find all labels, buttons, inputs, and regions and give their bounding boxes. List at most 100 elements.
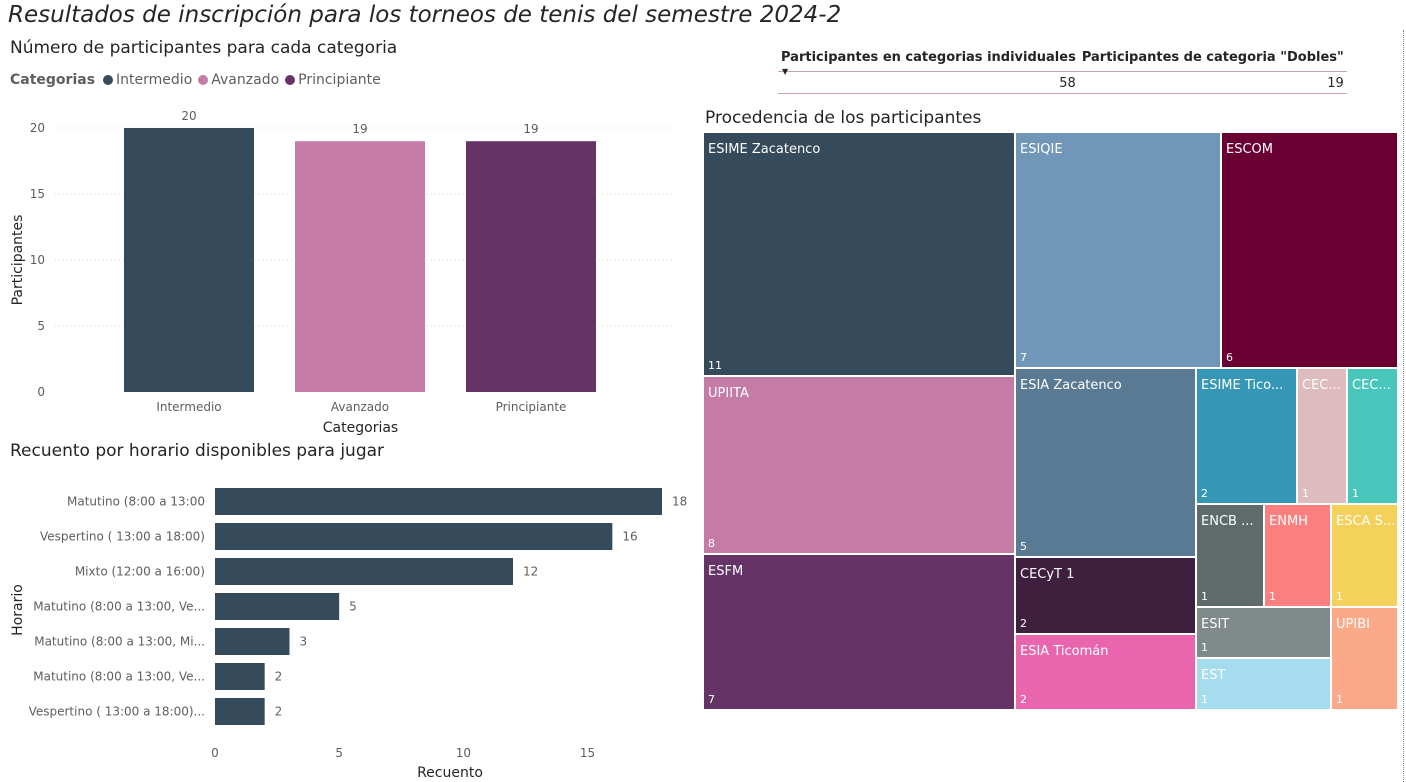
kpi-table: Participantes en categorias individuales… xyxy=(778,50,1347,94)
bar xyxy=(124,128,254,392)
treemap-tile xyxy=(1195,503,1265,608)
y-tick-label: Matutino (8:00 a 13:00, Ve... xyxy=(33,600,205,614)
y-tick-label: Vespertino ( 13:00 a 18:00)... xyxy=(29,705,205,719)
legend-label: Intermedio xyxy=(116,72,193,88)
treemap-tile-value: 7 xyxy=(1020,351,1027,364)
treemap-tile-value: 8 xyxy=(708,537,715,550)
kpi-value-individuales: 58 xyxy=(778,71,1079,94)
treemap-tile-value: 1 xyxy=(1336,590,1343,603)
treemap-tile xyxy=(703,132,1016,377)
treemap-tile-label: ESIQIE xyxy=(1020,142,1063,157)
x-tick-label: 15 xyxy=(580,746,595,760)
legend-title: Categorias xyxy=(10,72,96,88)
data-label: 19 xyxy=(352,122,367,136)
legend-item-intermedio[interactable]: Intermedio xyxy=(103,72,192,88)
treemap-tile xyxy=(703,553,1016,711)
x-axis-title: Categorias xyxy=(323,420,398,436)
x-tick-label: 10 xyxy=(456,746,471,760)
page-border xyxy=(1403,30,1404,782)
treemap-tile xyxy=(1220,132,1399,369)
x-tick-label: 5 xyxy=(335,746,343,760)
treemap-tile-value: 1 xyxy=(1352,487,1359,500)
data-label: 18 xyxy=(672,495,687,509)
treemap-tile-value: 6 xyxy=(1226,351,1233,364)
treemap-tile-value: 5 xyxy=(1020,540,1027,553)
x-tick-label: 0 xyxy=(211,746,219,760)
x-axis-title: Recuento xyxy=(417,765,483,781)
bar xyxy=(215,488,662,515)
treemap-tile-value: 1 xyxy=(1302,487,1309,500)
treemap-tile-value: 2 xyxy=(1201,487,1208,500)
treemap-tile-value: 1 xyxy=(1201,590,1208,603)
legend-label: Principiante xyxy=(298,72,381,88)
legend-item-principiante[interactable]: Principiante xyxy=(285,72,381,88)
treemap-tile-label: ESCA S... xyxy=(1336,514,1395,529)
legend-dot-icon xyxy=(198,75,209,85)
origin-treemap: ESIME Zacatenco11ESIQIE7ESCOM6UPIITA8ESI… xyxy=(703,132,1399,711)
y-tick-label: 20 xyxy=(30,121,45,135)
treemap-tile-label: UPIBI xyxy=(1336,617,1370,632)
data-label: 16 xyxy=(622,530,637,544)
y-tick-label: 15 xyxy=(30,187,45,201)
schedule-bar-chart: 18 Matutino (8:00 a 13:00 16 Vespertino ( 1… xyxy=(10,488,687,781)
treemap-tile-label: ESCOM xyxy=(1226,142,1273,157)
treemap-tile-label: ESIA Zacatenco xyxy=(1020,378,1122,393)
category-bar-chart: 0 5 10 15 20 20 Intermedio 19 Avanzado 19 Principi… xyxy=(10,109,672,436)
category-legend: Categorias Intermedio Avanzado Principia… xyxy=(10,72,387,88)
kpi-header-dobles[interactable]: Participantes de categoria "Dobles" xyxy=(1078,50,1347,72)
bar xyxy=(466,141,596,392)
bar xyxy=(215,558,513,585)
treemap-tile-value: 11 xyxy=(708,359,722,372)
data-label: 12 xyxy=(523,565,538,579)
y-axis-title: Horario xyxy=(10,584,26,636)
kpi-value-dobles: 19 xyxy=(1078,71,1347,94)
legend-item-avanzado[interactable]: Avanzado xyxy=(198,72,279,88)
kpi-header-individuales[interactable]: Participantes en categorias individuales… xyxy=(778,50,1079,76)
bar xyxy=(215,698,265,725)
treemap-tile xyxy=(1014,367,1197,558)
treemap-tile-value: 2 xyxy=(1020,617,1027,630)
treemap-tile-value: 7 xyxy=(708,693,715,706)
treemap-tile xyxy=(1346,367,1399,505)
treemap-tile-value: 1 xyxy=(1201,641,1208,654)
legend-dot-icon xyxy=(103,75,114,85)
data-label: 20 xyxy=(181,109,196,123)
y-axis-title: Participantes xyxy=(10,215,26,306)
treemap-tile-label: ENCB ... xyxy=(1201,514,1253,529)
sort-desc-icon[interactable]: ▼ xyxy=(782,67,789,76)
data-label: 19 xyxy=(523,122,538,136)
schedule-chart-title: Recuento por horario disponibles para ju… xyxy=(10,441,385,461)
x-tick-label: Intermedio xyxy=(156,400,221,414)
treemap-tile-label: CECyT 1 xyxy=(1020,567,1074,582)
treemap-tile-value: 1 xyxy=(1201,693,1208,706)
data-label: 5 xyxy=(349,600,357,614)
data-label: 2 xyxy=(275,670,283,684)
category-chart-title: Número de participantes para cada catego… xyxy=(10,38,398,58)
y-tick-label: 0 xyxy=(37,385,45,399)
bar xyxy=(215,628,290,655)
treemap-tile-label: EST xyxy=(1201,668,1225,683)
data-label: 2 xyxy=(275,705,283,719)
treemap-tile-value: 2 xyxy=(1020,693,1027,706)
treemap-tile xyxy=(1195,657,1332,711)
treemap-tile-label: CEC... xyxy=(1352,378,1391,393)
y-tick-label: Matutino (8:00 a 13:00, Mi... xyxy=(34,635,205,649)
x-tick-label: Principiante xyxy=(496,400,567,414)
y-tick-label: Matutino (8:00 a 13:00 xyxy=(67,495,205,509)
treemap-tile-label: ENMH xyxy=(1269,514,1308,529)
treemap-tile xyxy=(1330,503,1399,608)
treemap-title: Procedencia de los participantes xyxy=(705,108,982,128)
treemap-tile-label: ESIME Zacatenco xyxy=(708,142,820,157)
data-label: 3 xyxy=(300,635,308,649)
treemap-tile-value: 1 xyxy=(1336,693,1343,706)
bar xyxy=(215,663,265,690)
y-tick-label: Matutino (8:00 a 13:00, Ve... xyxy=(33,670,205,684)
bar xyxy=(295,141,425,392)
treemap-tile-label: ESIA Ticomán xyxy=(1020,644,1108,659)
page-title: Resultados de inscripción para los torne… xyxy=(8,2,842,28)
treemap-tile-value: 1 xyxy=(1269,590,1276,603)
bar xyxy=(215,593,340,620)
treemap-tile-label: ESIME Tico... xyxy=(1201,378,1283,393)
treemap-tile xyxy=(1014,132,1222,369)
y-tick-label: Mixto (12:00 a 16:00) xyxy=(75,565,205,579)
